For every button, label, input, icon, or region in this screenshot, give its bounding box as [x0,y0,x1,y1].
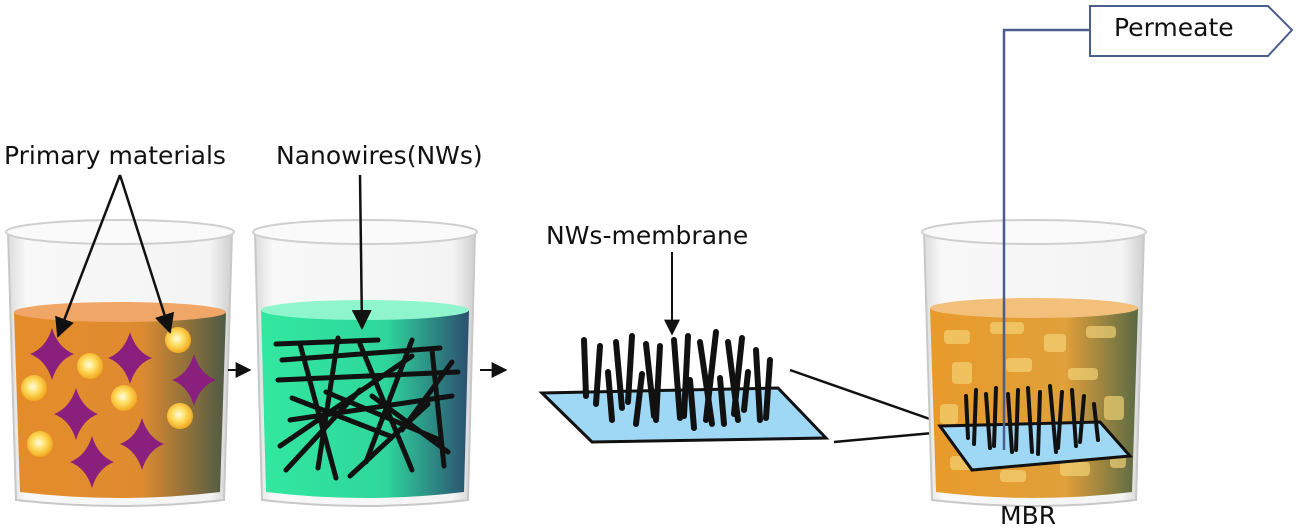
bubble-particle [77,353,103,379]
pointer-arrow-right [118,174,175,334]
permeate-tag [1089,5,1294,57]
bubble-particle [167,403,193,429]
star-particle [30,328,74,380]
permeate-pipe [1002,28,1090,450]
star-particle [70,436,114,488]
label-nanowires: Nanowires(NWs) [276,141,483,170]
zoom-connector-bottom [833,430,945,444]
label-primary-materials: Primary materials [4,141,226,170]
pointer-arrow-left [55,174,122,338]
membrane-nanowires [581,329,773,431]
bubble-particle [111,385,137,411]
label-mbr: MBR [1000,501,1056,529]
yellow-bubbles [21,327,193,457]
pointer-arrow-nanowires [351,174,372,330]
star-particle [54,388,98,440]
label-nws-membrane: NWs-membrane [546,221,748,250]
nanowire-tangle [273,335,461,481]
star-particle [120,418,164,470]
star-particle [172,354,216,406]
bubble-particle [27,431,53,457]
mbr-nanowires [964,384,1100,456]
zoom-connector-top [789,368,945,426]
star-particle [108,332,152,384]
purple-stars [30,328,216,488]
label-permeate: Permeate [1114,13,1234,42]
bubble-particle [21,375,47,401]
